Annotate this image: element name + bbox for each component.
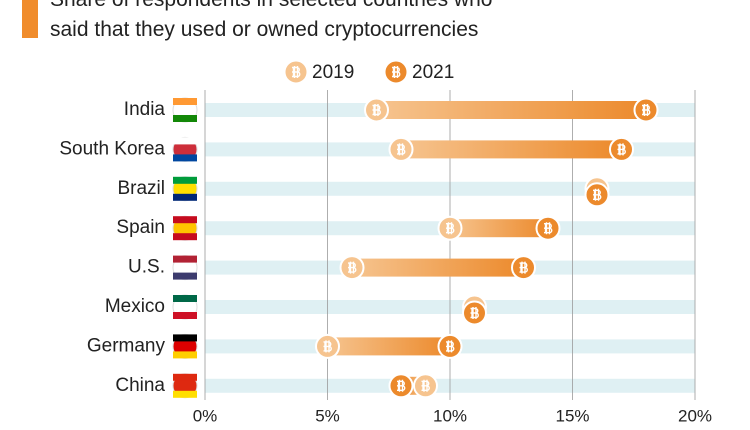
flag-stripe: [173, 272, 197, 280]
x-tick-label: 15%: [555, 406, 589, 425]
category-label: U.S.: [128, 257, 165, 278]
flag: [172, 215, 198, 241]
coin-icon: [593, 188, 602, 201]
flag-stripe: [173, 98, 197, 105]
flag: [172, 136, 198, 162]
category-label: Germany: [87, 335, 166, 356]
flag: [172, 333, 198, 359]
legend-label: 2021: [412, 62, 454, 83]
coin: [383, 59, 409, 85]
flag-stripe: [173, 193, 197, 201]
connector: [352, 258, 524, 277]
x-tick-label: 5%: [315, 406, 340, 425]
x-tick-label: 10%: [433, 406, 467, 425]
flag-stripe: [173, 390, 197, 398]
flag: [172, 294, 198, 320]
flag-stripe: [173, 255, 197, 263]
accent-bar: [22, 0, 38, 38]
coin: [584, 182, 610, 208]
coin-icon: [372, 104, 381, 116]
coin: [413, 373, 438, 399]
coin-icon: [642, 104, 651, 116]
coin-icon: [446, 222, 455, 235]
flag-stripe: [173, 312, 197, 319]
coin-icon: [323, 340, 332, 353]
coin-icon: [392, 66, 401, 78]
flag-stripe: [173, 176, 197, 184]
coin: [437, 333, 463, 359]
flag-stripe: [173, 216, 197, 224]
connector: [327, 337, 450, 356]
category-label: Mexico: [105, 296, 165, 317]
coin: [315, 333, 340, 359]
coin-icon: [470, 307, 479, 319]
flag-stripe: [173, 351, 197, 359]
title-line: Share of respondents in selected countri…: [50, 0, 492, 11]
flag-stripe: [173, 137, 197, 145]
category-label: South Korea: [59, 138, 165, 159]
connector: [401, 140, 622, 159]
coin: [339, 255, 365, 281]
flag-stripe: [173, 154, 197, 162]
coin: [437, 215, 463, 241]
plot-area: 0% 5% 10% 15% 20% 2019 2021 India South Korea Bra…: [59, 59, 712, 425]
coin: [609, 136, 634, 162]
flag: [172, 373, 198, 399]
flag-stripe: [173, 373, 197, 381]
coin-icon: [292, 66, 301, 78]
category-label: India: [124, 99, 166, 120]
coin: [388, 136, 414, 162]
flag-stripe: [173, 334, 197, 342]
coin-icon: [617, 143, 626, 156]
category-label: China: [115, 375, 165, 396]
coin: [535, 215, 561, 241]
coin: [462, 300, 487, 326]
coin-icon: [421, 379, 430, 392]
x-tick-label: 20%: [678, 406, 712, 425]
title-line: said that they used or owned cryptocurre…: [50, 18, 478, 41]
flag-stripe: [173, 233, 197, 241]
legend-label: 2019: [312, 62, 354, 83]
category-label: Brazil: [117, 178, 165, 199]
coin: [633, 97, 659, 123]
coin-icon: [397, 379, 406, 392]
coin: [364, 97, 389, 123]
category-label: Spain: [116, 217, 165, 238]
coin: [283, 59, 309, 85]
flag: [172, 176, 198, 202]
flag: [172, 97, 198, 123]
flag: [172, 255, 198, 281]
connector: [450, 219, 548, 238]
flag-stripe: [173, 295, 197, 302]
coin-icon: [397, 143, 406, 156]
coin: [511, 255, 536, 281]
connector: [376, 101, 646, 119]
flag-stripe: [173, 115, 197, 122]
coin: [388, 373, 414, 399]
x-tick-label: 0%: [193, 406, 218, 425]
coin-icon: [348, 261, 357, 274]
chart-title: Share of respondents in selected countri…: [50, 0, 492, 41]
coin-icon: [519, 261, 528, 274]
coin-icon: [544, 222, 553, 235]
coin-icon: [446, 340, 455, 353]
